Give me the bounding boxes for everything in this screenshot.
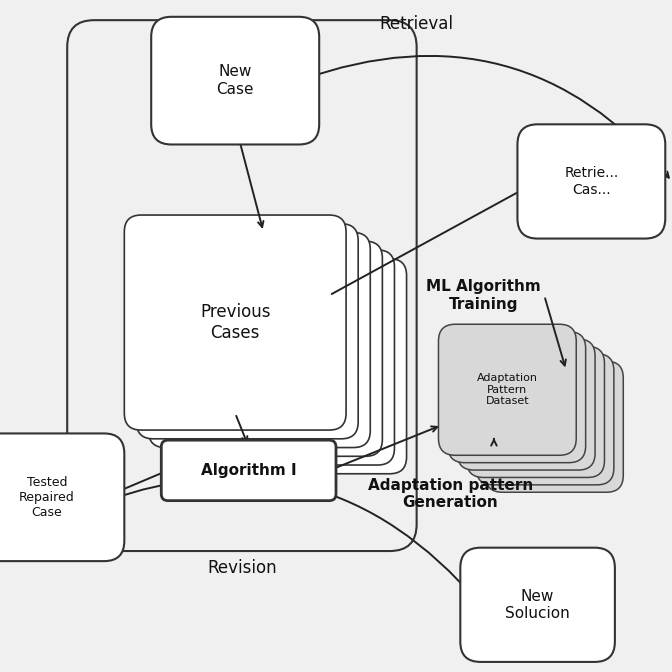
- FancyBboxPatch shape: [161, 440, 336, 501]
- Text: Revision: Revision: [207, 559, 277, 577]
- FancyBboxPatch shape: [0, 433, 124, 561]
- FancyBboxPatch shape: [466, 347, 604, 477]
- Text: Algorithm I: Algorithm I: [201, 463, 296, 478]
- FancyBboxPatch shape: [151, 17, 319, 144]
- Text: Previous
Cases: Previous Cases: [200, 303, 270, 342]
- FancyBboxPatch shape: [124, 215, 346, 430]
- FancyBboxPatch shape: [485, 362, 623, 493]
- Text: Adaptation
Pattern
Dataset: Adaptation Pattern Dataset: [477, 373, 538, 407]
- FancyBboxPatch shape: [67, 20, 417, 551]
- Text: Adaptation pattern
Generation: Adaptation pattern Generation: [368, 478, 533, 510]
- FancyBboxPatch shape: [457, 339, 595, 470]
- FancyBboxPatch shape: [438, 325, 576, 456]
- FancyBboxPatch shape: [173, 250, 394, 465]
- Text: ML Algorithm
Training: ML Algorithm Training: [427, 280, 541, 312]
- FancyBboxPatch shape: [149, 233, 370, 448]
- Text: Retrie...
Cas...: Retrie... Cas...: [564, 167, 618, 196]
- Text: Retrieval: Retrieval: [380, 15, 454, 32]
- Text: New
Case: New Case: [216, 65, 254, 97]
- FancyBboxPatch shape: [448, 332, 585, 463]
- FancyBboxPatch shape: [460, 548, 615, 662]
- FancyBboxPatch shape: [136, 224, 358, 439]
- FancyBboxPatch shape: [476, 353, 614, 485]
- Text: New
Solucion: New Solucion: [505, 589, 570, 621]
- Text: Tested
Repaired
Case: Tested Repaired Case: [19, 476, 75, 519]
- FancyBboxPatch shape: [185, 259, 407, 474]
- FancyBboxPatch shape: [161, 241, 382, 456]
- FancyBboxPatch shape: [517, 124, 665, 239]
